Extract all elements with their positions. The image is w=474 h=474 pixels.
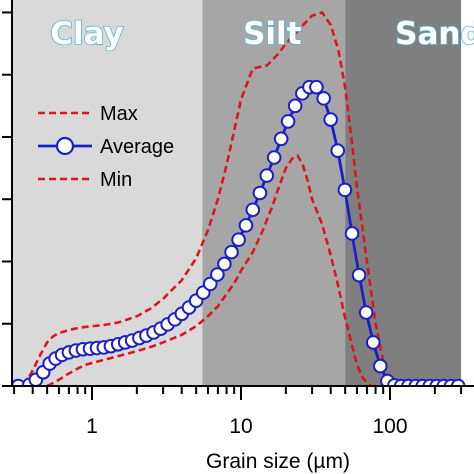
data-point-average [231,232,246,247]
data-point-average [287,98,303,114]
data-point-average [259,168,275,183]
legend-label-average: Average [100,136,174,158]
x-tick-label: 10 [229,415,252,438]
data-point-average [450,378,466,386]
data-point-average [330,143,346,158]
data-point-average [238,218,254,233]
legend-label-min: Min [100,169,132,191]
data-point-average [316,91,332,106]
legend: Max Average Min [38,103,174,191]
data-point-average [323,112,339,127]
data-point-average [358,305,374,320]
legend-marker-average [55,136,75,156]
data-point-average [273,131,289,147]
data-point-average [252,185,268,201]
data-point-average [344,226,360,241]
x-tick-label: 1 [86,415,98,438]
data-point-average [12,378,26,386]
x-axis-title: Grain size (µm) [206,450,350,473]
region-silt [202,0,346,386]
data-point-average [266,150,282,165]
region-sand [345,0,462,386]
region-label-silt: Silt [243,16,302,52]
region-label-clay: Clay [50,16,124,52]
data-point-average [245,202,261,218]
data-point-average [224,244,239,260]
legend-label-max: Max [100,103,138,125]
series-line-min [46,154,380,386]
data-point-average [351,267,367,283]
series-line-max [22,11,385,386]
data-point-average [309,79,324,95]
region-label-sand: Sand [395,16,474,52]
data-point-average [365,335,381,350]
x-tick-label: 100 [372,415,407,438]
data-point-average [373,358,388,374]
data-point-average [217,256,232,272]
data-point-average [210,267,225,282]
data-point-average [280,114,296,129]
data-point-average [202,276,218,292]
data-point-average [337,182,353,198]
